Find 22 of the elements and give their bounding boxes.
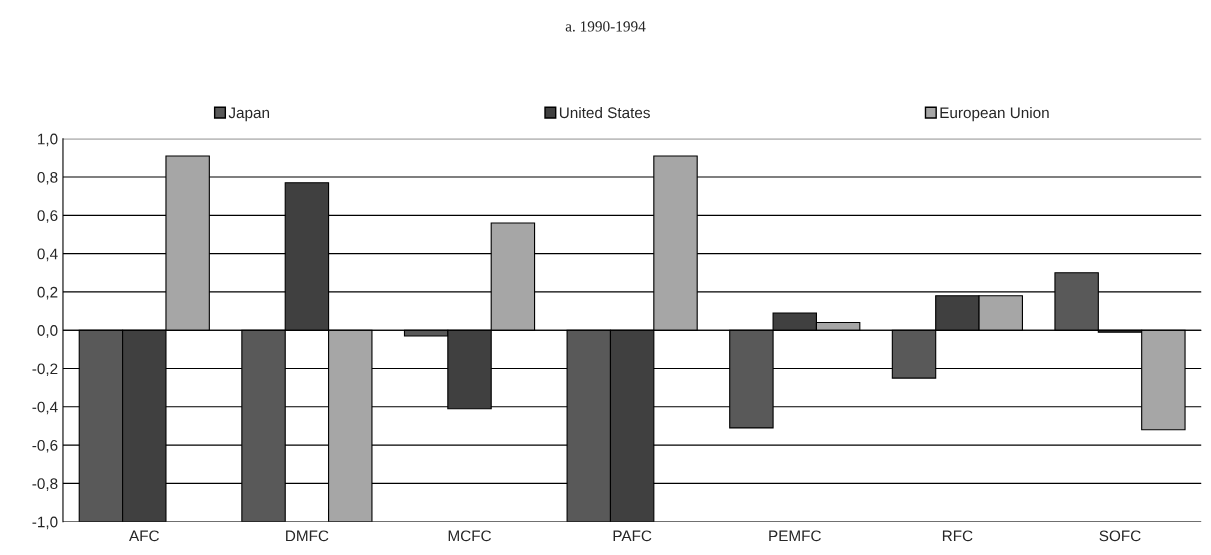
x-tick-label: PAFC bbox=[613, 530, 652, 542]
y-tick-label: -0,8 bbox=[32, 478, 58, 491]
chart-title: a. 1990-1994 bbox=[565, 21, 646, 32]
y-tick-label: 0,4 bbox=[37, 248, 58, 262]
x-tick-label: AFC bbox=[129, 530, 159, 542]
x-tick-label: DMFC bbox=[286, 530, 329, 542]
x-tick-label: RFC bbox=[942, 530, 973, 542]
y-tick-label: 0,6 bbox=[37, 210, 58, 223]
y-tick-label: -0,2 bbox=[32, 363, 58, 377]
y-tick-label: -0,4 bbox=[32, 401, 58, 415]
legend-label: United States bbox=[559, 106, 650, 119]
legend-label: European Union bbox=[940, 106, 1049, 122]
y-tick-label: -0,6 bbox=[32, 439, 58, 453]
legend-label: Japan bbox=[228, 107, 270, 122]
x-tick-label: SOFC bbox=[1099, 530, 1141, 542]
y-tick-label: -1,0 bbox=[32, 516, 58, 530]
y-tick-label: 0,8 bbox=[37, 171, 58, 185]
y-tick-label: 0,0 bbox=[37, 325, 58, 338]
y-tick-label: 0,2 bbox=[37, 286, 58, 300]
y-tick-label: 1,0 bbox=[38, 133, 58, 147]
x-tick-label: MCFC bbox=[448, 530, 491, 542]
x-tick-label: PEMFC bbox=[769, 530, 821, 542]
